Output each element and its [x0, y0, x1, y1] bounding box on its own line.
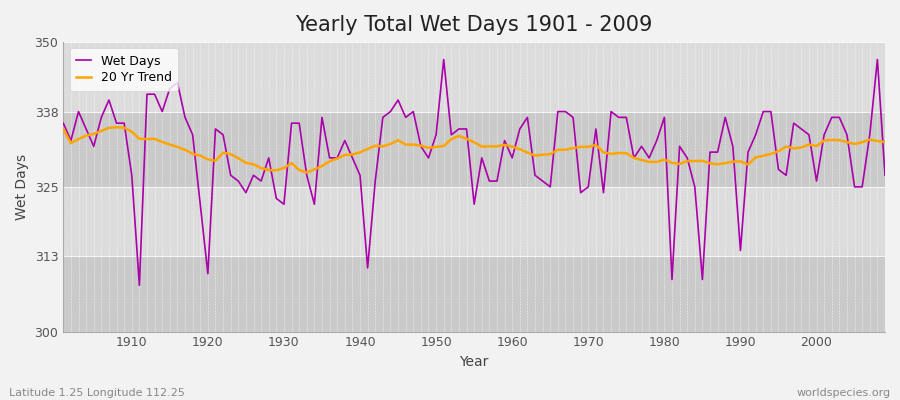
Wet Days — [879, 173, 890, 178]
X-axis label: Year: Year — [460, 355, 489, 369]
Wet Days — [134, 283, 145, 288]
20 Yr Trend — [879, 140, 890, 144]
Wet Days — [119, 121, 130, 126]
Wet Days — [613, 115, 624, 120]
20 Yr Trend — [613, 150, 624, 155]
Wet Days — [438, 57, 449, 62]
Line: Wet Days: Wet Days — [63, 60, 885, 285]
Wet Days — [58, 121, 68, 126]
Y-axis label: Wet Days: Wet Days — [15, 154, 29, 220]
Wet Days — [515, 126, 526, 131]
Line: 20 Yr Trend: 20 Yr Trend — [63, 127, 885, 172]
20 Yr Trend — [302, 170, 312, 175]
20 Yr Trend — [347, 152, 358, 157]
20 Yr Trend — [112, 125, 122, 130]
Wet Days — [339, 138, 350, 143]
20 Yr Trend — [515, 147, 526, 152]
Wet Days — [293, 121, 304, 126]
Title: Yearly Total Wet Days 1901 - 2009: Yearly Total Wet Days 1901 - 2009 — [295, 15, 652, 35]
Text: worldspecies.org: worldspecies.org — [796, 388, 891, 398]
Bar — [63, 112, 885, 187]
Wet Days — [522, 115, 533, 120]
20 Yr Trend — [293, 168, 304, 172]
Bar — [63, 187, 885, 256]
20 Yr Trend — [126, 129, 137, 134]
20 Yr Trend — [522, 150, 533, 155]
Text: Latitude 1.25 Longitude 112.25: Latitude 1.25 Longitude 112.25 — [9, 388, 184, 398]
20 Yr Trend — [58, 126, 68, 131]
Legend: Wet Days, 20 Yr Trend: Wet Days, 20 Yr Trend — [69, 48, 178, 91]
Bar — [63, 256, 885, 332]
Bar — [63, 42, 885, 112]
